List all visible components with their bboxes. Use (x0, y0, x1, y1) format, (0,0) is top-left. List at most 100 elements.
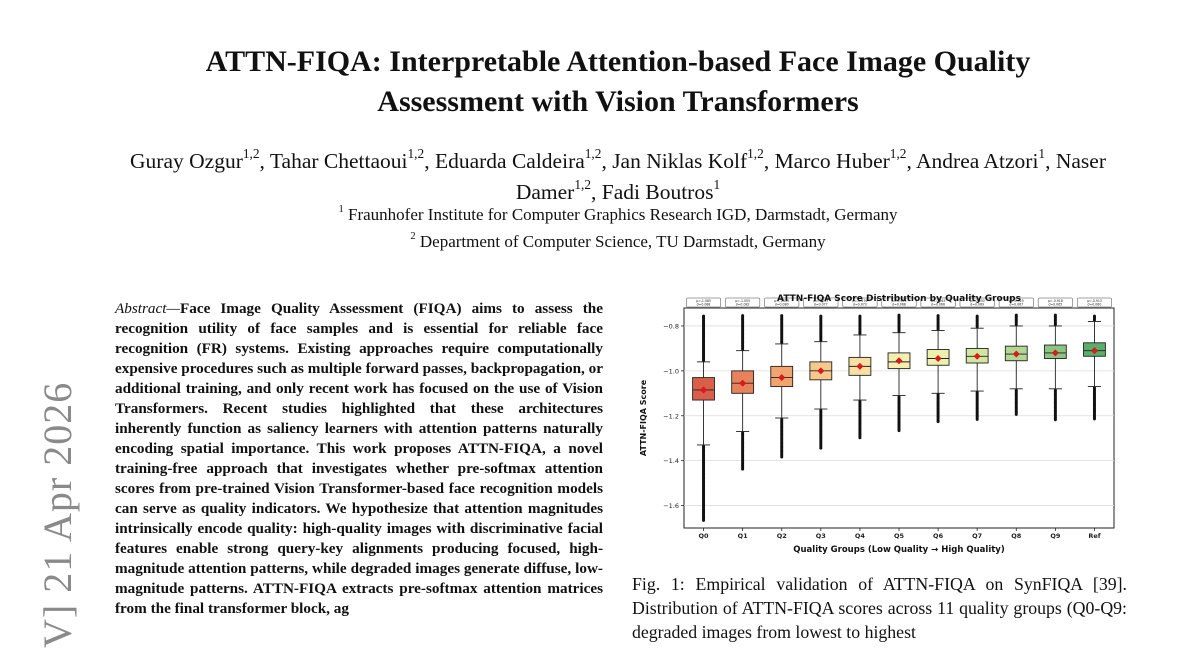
author: Eduarda Caldeira1,2 (434, 145, 602, 173)
outlier-point (936, 314, 940, 318)
x-tick-label: Q7 (972, 532, 982, 540)
abstract: Abstract—Face Image Quality Assessment (… (115, 300, 603, 617)
stat-box (959, 297, 995, 308)
outlier-point (858, 314, 862, 318)
stat-box-std: σ=0.068 (892, 303, 906, 307)
outlier-point (858, 436, 862, 440)
y-tick-label: −0.8 (663, 322, 679, 330)
y-axis-label: ATTN-FIQA Score (639, 379, 648, 456)
stat-box-std: σ=0.073 (853, 303, 867, 307)
stat-box (1037, 297, 1073, 308)
paper-title: ATTN-FIQA: Interpretable Attention-based… (100, 42, 1136, 122)
y-tick-label: −1.4 (663, 457, 679, 465)
stat-box-mean: μ=-1.085 (696, 299, 711, 303)
mean-marker (1090, 347, 1098, 355)
author: Tahar Chettaoui1,2 (269, 145, 425, 173)
outlier-point (1014, 313, 1018, 317)
x-tick-label: Q4 (855, 532, 866, 540)
x-tick-label: Q5 (894, 532, 905, 540)
x-tick-label: Q0 (699, 532, 710, 540)
stat-box (920, 297, 956, 308)
author: Jan Niklas Kolf1,2 (612, 145, 764, 173)
outlier-point (936, 420, 940, 424)
x-tick-label: Q6 (933, 532, 944, 540)
x-tick-label: Q3 (816, 532, 826, 540)
outlier-point (975, 314, 979, 318)
stat-box-std: σ=0.060 (1088, 303, 1102, 307)
abstract-label: Abstract (115, 300, 167, 317)
arxiv-watermark-text: V] 21 Apr 2026 (35, 384, 80, 648)
mean-marker (739, 379, 747, 387)
mean-marker (778, 374, 786, 382)
stat-box-mean: μ=-0.913 (1087, 299, 1102, 303)
title-line-2: Assessment with Vision Transformers (377, 85, 859, 118)
outlier-point (702, 518, 706, 522)
stat-box-mean: μ=-0.930 (970, 299, 985, 303)
x-tick-label: Q8 (1011, 532, 1022, 540)
affiliation-2: 2 Department of Computer Science, TU Dar… (410, 230, 826, 251)
author-list: Guray Ozgur1,2, Tahar Chettaoui1,2, Edua… (130, 145, 1106, 204)
x-tick-label: Q2 (777, 532, 787, 540)
stat-box (881, 297, 917, 308)
outlier-point (975, 417, 979, 421)
author: Andrea Atzori1 (916, 145, 1046, 173)
outlier-point (741, 467, 745, 471)
author: Naser Damer1,2 (515, 149, 1106, 204)
outlier-point (897, 429, 901, 433)
mean-marker (1051, 349, 1059, 357)
x-axis-label: Quality Groups (Low Quality → High Quali… (793, 545, 1005, 555)
stat-box-mean: μ=-0.925 (1009, 299, 1024, 303)
chart-title: ATTN-FIQA Score Distribution by Quality … (777, 294, 1021, 304)
outlier-point (897, 313, 901, 317)
stat-box (725, 297, 761, 308)
arxiv-watermark: V] 21 Apr 2026 (28, 384, 88, 648)
outlier-point (819, 446, 823, 450)
y-tick-label: −1.0 (663, 367, 679, 375)
outlier-point (780, 314, 784, 318)
stat-box-mean: μ=-0.918 (1048, 299, 1063, 303)
stat-box (842, 297, 878, 308)
outlier-point (1092, 314, 1096, 318)
stat-box-mean: μ=-0.945 (931, 299, 946, 303)
x-tick-label: Q1 (738, 532, 749, 540)
author: Guray Ozgur1,2 (130, 145, 260, 173)
mean-marker (934, 355, 942, 362)
outlier-point (1053, 313, 1057, 317)
stat-box (998, 297, 1034, 308)
outlier-point (1014, 412, 1018, 416)
mean-marker (1012, 350, 1020, 358)
y-tick-label: −1.2 (663, 412, 679, 420)
stat-box-std: σ=0.065 (1048, 303, 1062, 307)
y-tick-label: −1.6 (663, 502, 679, 510)
outlier-point (741, 314, 745, 318)
stat-box-std: σ=0.077 (814, 303, 828, 307)
stat-box-mean: μ=-1.025 (774, 299, 789, 303)
stat-box-mean: μ=-1.055 (735, 299, 750, 303)
stat-box-mean: μ=-0.955 (892, 299, 907, 303)
abstract-text: Face Image Quality Assessment (FIQA) aim… (115, 300, 603, 617)
stat-box (764, 297, 800, 308)
stat-box-std: σ=0.066 (931, 303, 945, 307)
stat-box-std: σ=0.082 (736, 303, 750, 307)
x-tick-label: Q9 (1050, 532, 1061, 540)
stat-box (1077, 297, 1112, 308)
author: Fadi Boutros1 (601, 176, 721, 204)
stat-box-std: σ=0.069 (970, 303, 984, 307)
figure-caption: Fig. 1: Empirical validation of ATTN-FIQ… (632, 574, 1127, 642)
outlier-point (780, 455, 784, 459)
stat-box (686, 297, 721, 308)
stat-box-std: σ=0.067 (1009, 303, 1023, 307)
outlier-point (1092, 417, 1096, 421)
mean-marker (973, 352, 981, 360)
mean-marker (895, 357, 903, 365)
stat-box-std: σ=0.080 (775, 303, 789, 307)
stat-box-mean: μ=-0.976 (852, 299, 867, 303)
x-tick-label: Ref (1088, 532, 1100, 540)
mean-marker (856, 362, 864, 370)
figure-1: −1.6 −1.4 −1.2 −1.0 −0.8 μ=-1.085 σ=0.088 Q0 μ=-… (632, 288, 1132, 563)
affiliation-1: 1 Fraunhofer Institute for Computer Grap… (338, 203, 898, 224)
outlier-point (819, 314, 823, 318)
outlier-point (1053, 418, 1057, 422)
author: Marco Huber1,2 (774, 145, 907, 173)
